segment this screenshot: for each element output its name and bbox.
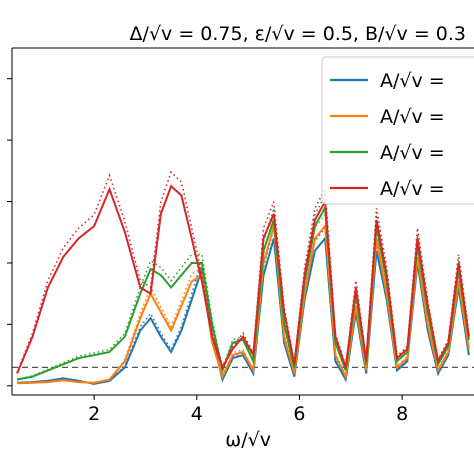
x-axis-label: ω/√v bbox=[225, 429, 271, 451]
series-4-line bbox=[16, 184, 470, 374]
series-3-line bbox=[16, 204, 470, 381]
series-1-line bbox=[17, 235, 470, 385]
series-2-line bbox=[17, 223, 470, 385]
x-tick-label: 4 bbox=[191, 403, 203, 425]
series-group bbox=[12, 170, 474, 385]
legend-label-3: A/√v = bbox=[380, 142, 445, 164]
legend-label-1: A/√v = bbox=[380, 70, 445, 92]
x-tick-label: 6 bbox=[293, 403, 305, 425]
legend-box bbox=[321, 56, 474, 205]
series-1-dotted-line bbox=[17, 225, 470, 385]
legend-label-4: A/√v = bbox=[380, 178, 445, 200]
legend: A/√v = A/√v = A/√v = A/√v = bbox=[321, 56, 474, 205]
series-4-dotted-line bbox=[16, 170, 470, 373]
chart-title: Δ/√v = 0.75, ε/√v = 0.5, B/√v = 0.3 bbox=[130, 23, 466, 45]
x-tick-label: 8 bbox=[396, 403, 408, 425]
legend-label-2: A/√v = bbox=[380, 106, 445, 128]
x-axis: 2 4 6 8 bbox=[88, 395, 408, 425]
y-axis bbox=[7, 78, 12, 387]
x-tick-label: 2 bbox=[88, 403, 100, 425]
plot-area bbox=[11, 47, 474, 396]
